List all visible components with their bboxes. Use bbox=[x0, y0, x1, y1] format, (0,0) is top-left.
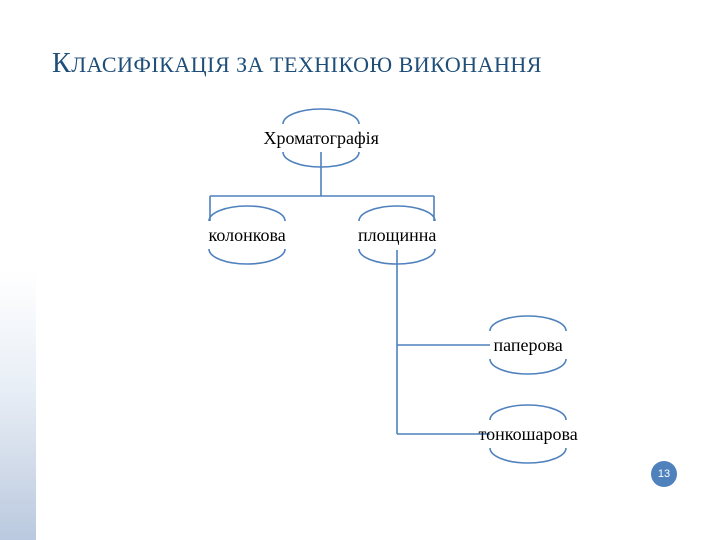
node-plane-label: площинна bbox=[358, 225, 436, 246]
slide: КЛАСИФІКАЦІЯ ЗА ТЕХНІКОЮ ВИКОНАННЯ Хрома… bbox=[0, 0, 720, 540]
node-paper-label: паперова bbox=[494, 335, 563, 356]
node-root-label: Хроматографія bbox=[264, 128, 379, 149]
page-number-text: 13 bbox=[658, 468, 670, 480]
tree-diagram bbox=[0, 0, 720, 540]
page-number-badge: 13 bbox=[651, 461, 677, 487]
node-thin-label: тонкошарова bbox=[479, 424, 578, 445]
node-col-label: колонкова bbox=[209, 225, 286, 246]
